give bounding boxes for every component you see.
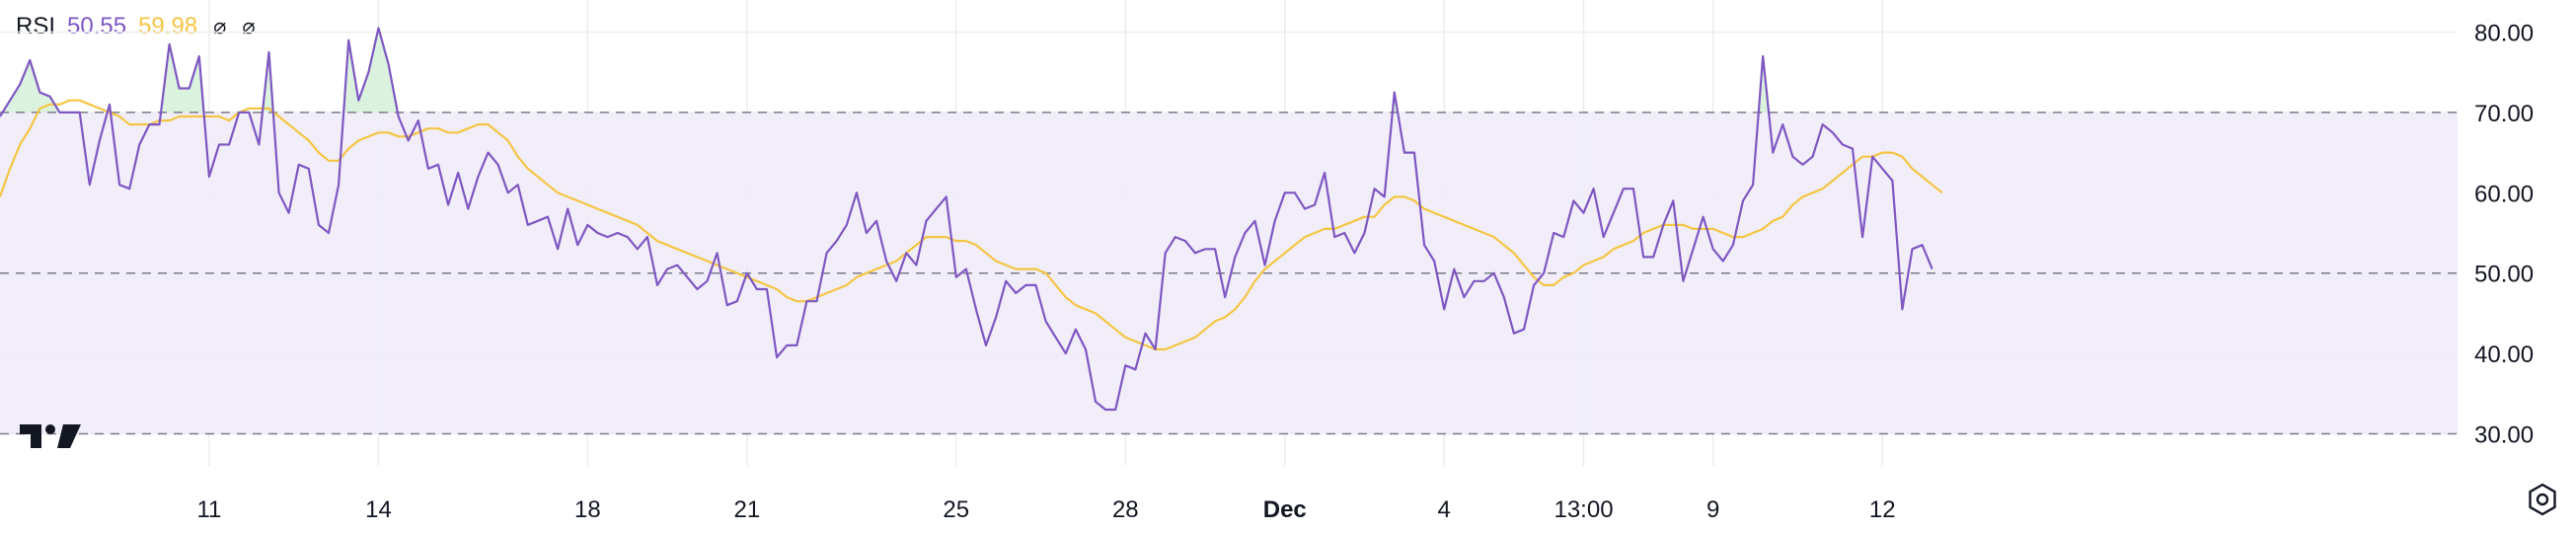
x-tick-label: 4 xyxy=(1438,496,1451,523)
y-tick-label: 80.00 xyxy=(2474,21,2534,47)
settings-gear-icon[interactable] xyxy=(2525,482,2560,517)
x-tick-label: 11 xyxy=(196,496,221,523)
x-tick-label: 9 xyxy=(1706,496,1719,523)
rsi-band-background xyxy=(0,112,2458,434)
y-tick-label: 70.00 xyxy=(2474,101,2534,127)
x-tick-label: 28 xyxy=(1112,496,1139,523)
x-tick-label: 18 xyxy=(574,496,601,523)
y-tick-label: 30.00 xyxy=(2474,421,2534,448)
overbought-fill xyxy=(2,28,1770,113)
indicator-name[interactable]: RSI xyxy=(16,13,56,39)
rsi-line xyxy=(0,27,1933,412)
rsi-band xyxy=(0,28,2458,435)
x-axis: 11 14 18 21 25 28 Dec 4 13:00 9 12 xyxy=(196,496,1895,523)
x-tick-label: Dec xyxy=(1263,496,1307,523)
x-tick-label: 13:00 xyxy=(1553,496,1613,523)
y-axis: 30.00 40.00 50.00 60.00 70.00 80.00 xyxy=(2474,21,2534,449)
rsi-value: 50.55 xyxy=(67,13,127,39)
x-tick-label: 12 xyxy=(1869,496,1896,523)
y-tick-label: 50.00 xyxy=(2474,262,2534,288)
y-tick-label: 40.00 xyxy=(2474,342,2534,368)
ma-line xyxy=(0,99,1943,351)
y-tick-label: 60.00 xyxy=(2474,181,2534,207)
x-tick-label: 25 xyxy=(943,496,969,523)
x-tick-label: 14 xyxy=(365,496,392,523)
series xyxy=(0,27,1943,412)
ma-value: 59.98 xyxy=(138,13,198,39)
tradingview-logo-icon[interactable] xyxy=(20,422,83,450)
x-tick-label: 21 xyxy=(733,496,760,523)
